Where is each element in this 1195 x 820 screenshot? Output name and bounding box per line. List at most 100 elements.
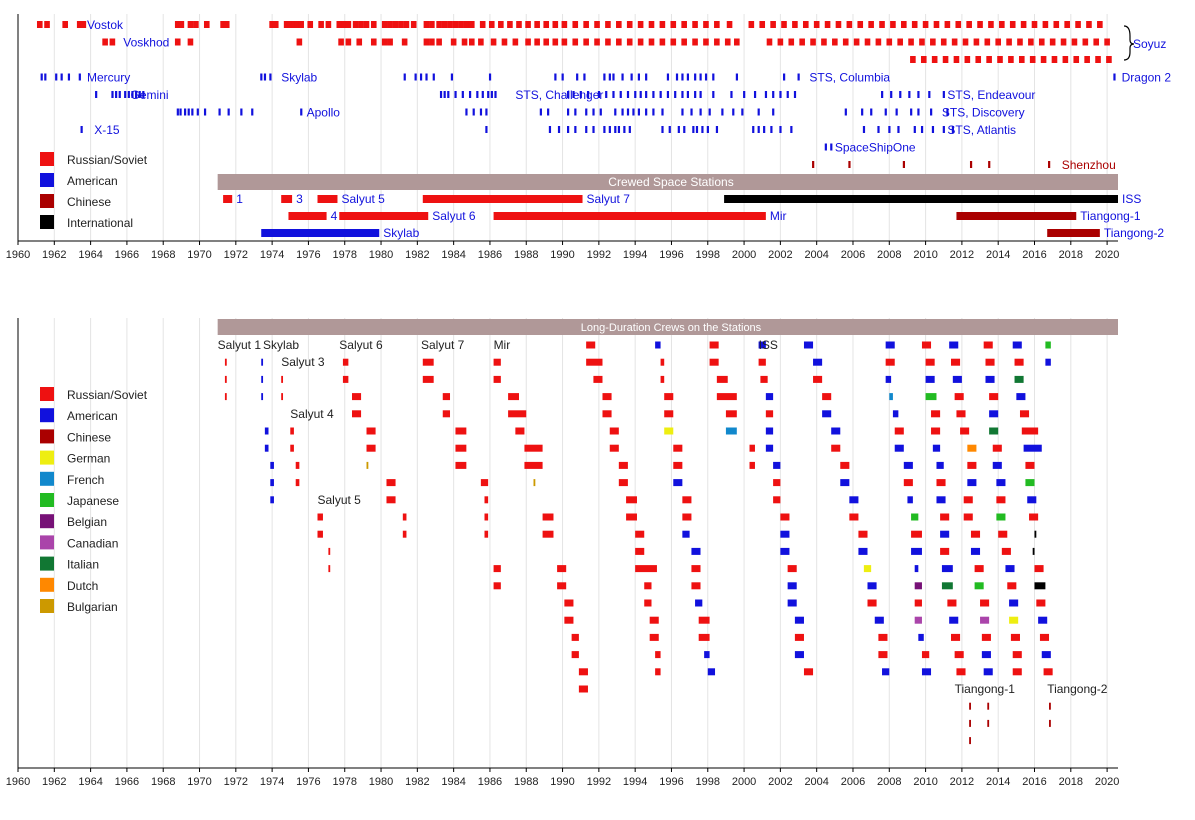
flight-sts-atlantis <box>770 126 773 133</box>
station-bar-salyut-6 <box>339 212 429 220</box>
crew-bar-american <box>925 375 935 383</box>
top-tick-label-1964: 1964 <box>78 249 102 261</box>
bottom-tick-label-1980: 1980 <box>369 776 393 788</box>
crew-bar-french <box>725 427 737 435</box>
crew-bar-russian-soviet <box>878 633 888 641</box>
crew-bar-russian-soviet <box>564 616 574 624</box>
bottom-tick-label-1978: 1978 <box>332 776 356 788</box>
flight-vostok <box>879 21 885 28</box>
crew-bar-russian-soviet <box>1019 410 1030 418</box>
crew-bar-american <box>822 410 832 418</box>
crew-bar-russian-soviet <box>328 547 331 555</box>
crew-bar-russian-soviet <box>224 358 227 366</box>
crew-bar-russian-soviet <box>578 685 588 693</box>
flight-voskhod <box>1093 38 1100 46</box>
flight-vostok <box>792 21 798 28</box>
crew-bar-international <box>1034 530 1037 538</box>
crew-bar-russian-soviet <box>980 599 990 607</box>
flight-vostok <box>423 21 430 28</box>
flight-voskhod <box>995 38 1001 46</box>
top-tick-label-1976: 1976 <box>296 249 320 261</box>
crew-bar-russian-soviet <box>878 651 888 659</box>
station-crew-label-salyut-6: Salyut 6 <box>339 338 383 352</box>
crew-bar-american <box>1038 616 1048 624</box>
flight-apollo <box>251 108 254 116</box>
bottom-tick-label-1990: 1990 <box>550 776 574 788</box>
flight-voskhod <box>670 38 677 46</box>
station-label-mir: Mir <box>770 209 787 223</box>
flight-vostok <box>294 21 301 28</box>
crew-bar-russian-soviet <box>885 358 895 366</box>
flight-vostok <box>552 21 559 28</box>
crew-bar-russian-soviet <box>626 496 637 504</box>
flight-vostok <box>561 21 568 28</box>
flight-sts-discovery <box>946 108 949 116</box>
flight-vostok <box>977 21 983 28</box>
flight-sts-columbia <box>576 73 579 81</box>
crew-bar-belgian <box>914 582 922 590</box>
flight-voskhod <box>734 38 740 46</box>
flight-gemini <box>95 91 98 98</box>
program-label-sts-atlantis: STS, Atlantis <box>947 123 1016 137</box>
flight-vostok <box>463 21 470 28</box>
flight-sts-challenger <box>639 91 642 98</box>
program-label-vostok: Vostok <box>87 18 124 32</box>
crew-bar-russian-soviet <box>655 651 661 659</box>
top-tick-label-1980: 1980 <box>369 249 393 261</box>
program-label-mercury: Mercury <box>87 71 130 85</box>
crew-bar-dutch <box>967 444 977 452</box>
flight-voskhod <box>1060 38 1067 46</box>
flight-sts-discovery <box>645 108 648 116</box>
flight-sts-challenger <box>447 91 450 98</box>
crew-bar-american <box>903 461 913 469</box>
flight-sts-challenger <box>928 91 931 98</box>
crew-bar-french <box>889 393 893 401</box>
flight-gemini <box>115 91 118 98</box>
crew-bar-russian-soviet <box>858 530 868 538</box>
crew-bar-russian-soviet <box>691 565 701 573</box>
flight-sts-challenger <box>626 91 630 98</box>
crew-bar-international <box>1034 582 1046 590</box>
flight-sts-challenger <box>674 91 677 98</box>
flight-sts-challenger <box>694 91 697 98</box>
flight-apollo <box>203 108 207 116</box>
crew-bar-russian-soviet <box>609 427 619 435</box>
bottom-tick-label-2008: 2008 <box>877 776 901 788</box>
flight-vostok <box>911 21 918 28</box>
flight-sts-atlantis <box>715 126 719 133</box>
crew-bar-russian-soviet <box>983 341 993 349</box>
flight-soyuz-3 <box>931 56 938 63</box>
crew-bar-russian-soviet <box>422 358 434 366</box>
flight-sts-columbia <box>621 73 624 81</box>
crew-bar-russian-soviet <box>1036 599 1046 607</box>
flight-vostok <box>498 21 504 28</box>
flight-voskhod <box>450 38 457 46</box>
flight-sts-atlantis <box>951 126 955 133</box>
crew-bar-russian-soviet <box>571 651 579 659</box>
flight-sts-columbia <box>450 73 454 81</box>
flight-vostok <box>398 21 404 28</box>
flight-vostok <box>759 21 766 28</box>
flight-sts-discovery <box>626 108 630 116</box>
flight-skylab-flights <box>260 73 263 81</box>
crew-bar-russian-soviet <box>1012 668 1022 676</box>
legend-swatch-american <box>40 173 54 187</box>
legend-label-american: American <box>67 174 118 188</box>
crew-bar-russian-soviet <box>1021 427 1039 435</box>
crew-bar-russian-soviet <box>1039 633 1050 641</box>
crew-bar-russian-soviet <box>794 633 804 641</box>
flight-vostok <box>220 21 226 28</box>
top-tick-label-2002: 2002 <box>768 249 792 261</box>
crew-bar-chinese <box>987 719 990 727</box>
stations-banner: Crewed Space Stations <box>608 175 733 189</box>
flight-vostok <box>403 21 410 28</box>
station-bar-salyut-3 <box>281 195 293 203</box>
flight-vostok <box>572 21 579 28</box>
crew-bar-american <box>813 358 823 366</box>
crew-bar-russian-soviet <box>921 341 932 349</box>
bottom-tick-label-1982: 1982 <box>405 776 429 788</box>
station-label-salyut-5: Salyut 5 <box>341 192 385 206</box>
crew-bar-russian-soviet <box>635 530 645 538</box>
flight-vostok <box>336 21 343 28</box>
crew-bar-russian-soviet <box>960 427 970 435</box>
